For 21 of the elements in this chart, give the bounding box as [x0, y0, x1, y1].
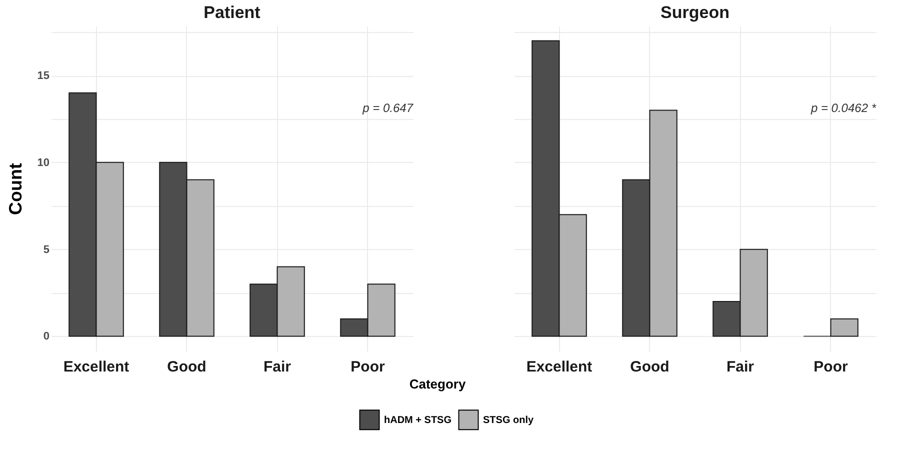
annotation: p = 0.0462 *: [810, 101, 876, 115]
legend-label: hADM + STSG: [384, 414, 452, 426]
x-tick-label: Good: [167, 358, 206, 376]
chart-title: Patient: [204, 3, 261, 22]
y-tick-label: 10: [37, 156, 50, 169]
x-tick-label: Excellent: [526, 358, 592, 376]
x-tick-label: Fair: [263, 358, 292, 376]
x-tick-label: Good: [630, 358, 670, 376]
y-tick-label: 15: [37, 70, 50, 82]
x-tick-label: Fair: [726, 358, 754, 376]
y-axis-title: Count: [5, 163, 26, 215]
legend-label: STSG only: [483, 414, 534, 426]
x-tick-label: Poor: [350, 358, 385, 376]
y-tick-label: 5: [43, 244, 50, 256]
x-axis-title: Category: [409, 376, 466, 392]
y-tick-label: 0: [43, 330, 50, 343]
x-tick-label: Excellent: [63, 358, 130, 376]
x-tick-label: Poor: [814, 358, 848, 376]
annotation: p = 0.647: [362, 101, 414, 115]
chart-title: Surgeon: [660, 3, 730, 22]
bar: [830, 318, 858, 337]
